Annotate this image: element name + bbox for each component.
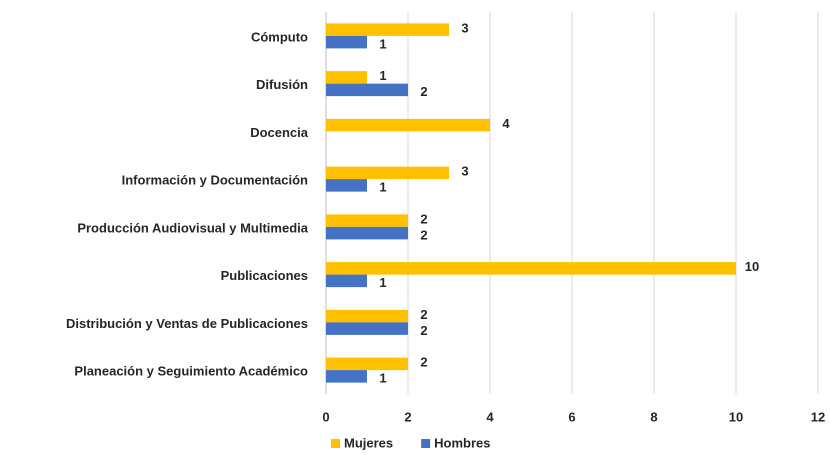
bar	[326, 357, 408, 371]
data-label: 1	[379, 180, 386, 195]
y-tick-label: Distribución y Ventas de Publicaciones	[66, 316, 308, 331]
bar	[326, 166, 449, 180]
data-label: 1	[379, 36, 386, 51]
x-tick-label: 6	[568, 409, 575, 424]
legend-swatch	[331, 439, 340, 448]
y-tick-label: Producción Audiovisual y Multimedia	[77, 220, 308, 235]
data-label: 1	[379, 68, 386, 83]
x-tick-label: 4	[486, 409, 494, 424]
data-label: 2	[420, 84, 427, 99]
data-label: 2	[420, 355, 427, 370]
legend-label: Mujeres	[344, 435, 393, 450]
x-tick-label: 10	[729, 409, 743, 424]
bar	[326, 226, 408, 240]
bar	[326, 71, 367, 84]
y-tick-label: Docencia	[250, 125, 309, 140]
legend-label: Hombres	[434, 435, 490, 450]
data-label: 2	[420, 227, 427, 242]
x-tick-label: 12	[811, 409, 825, 424]
x-tick-label: 2	[404, 409, 411, 424]
bar	[326, 309, 408, 323]
data-label: 2	[420, 307, 427, 322]
bar	[326, 322, 408, 335]
bar	[326, 370, 367, 383]
bar	[326, 179, 367, 192]
bar	[326, 214, 408, 227]
y-tick-label: Planeación y Seguimiento Académico	[74, 364, 308, 379]
y-tick-label: Cómputo	[251, 29, 308, 44]
data-label: 1	[379, 371, 386, 386]
data-label: 1	[379, 275, 386, 290]
data-label: 10	[745, 259, 759, 274]
y-tick-label: Difusión	[256, 77, 308, 92]
bar	[326, 35, 367, 49]
y-tick-label: Publicaciones	[221, 268, 308, 283]
x-tick-label: 0	[322, 409, 329, 424]
bar	[326, 23, 449, 36]
bar	[326, 83, 408, 97]
x-tick-label: 8	[650, 409, 657, 424]
data-label: 2	[420, 323, 427, 338]
data-label: 3	[461, 164, 468, 179]
legend-swatch	[421, 439, 431, 448]
data-label: 2	[420, 211, 427, 226]
data-label: 3	[461, 20, 468, 35]
bar	[326, 118, 490, 132]
y-tick-label: Información y Documentación	[122, 173, 308, 188]
data-label: 4	[502, 116, 510, 131]
bar	[326, 274, 367, 288]
bar	[326, 262, 736, 275]
